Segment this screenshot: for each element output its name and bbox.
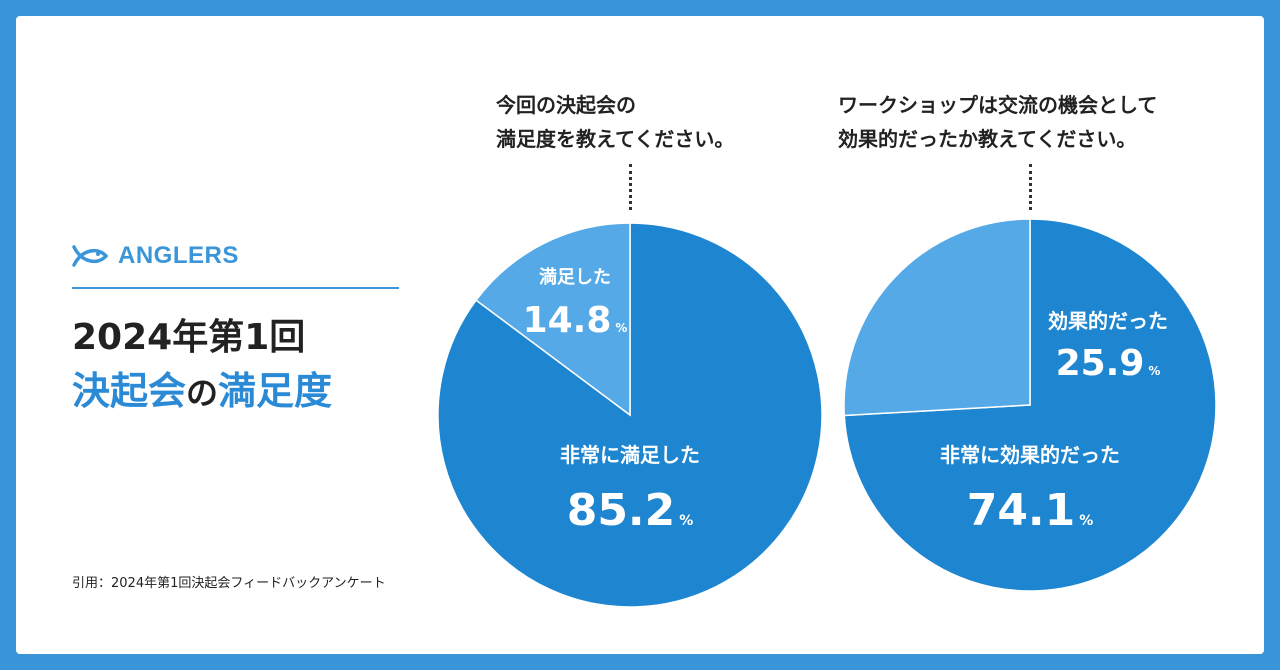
- question-2-line2: 効果的だったか教えてください。: [838, 127, 1137, 151]
- pie1-slice-2-label: 満足した: [539, 266, 611, 288]
- question-2-leader-dots: [1029, 164, 1032, 210]
- title-word-1: 決起会: [72, 369, 187, 413]
- brand-divider: [72, 287, 399, 289]
- page-title-line1: 2024年第1回: [72, 317, 306, 358]
- question-1-leader-dots: [629, 164, 632, 210]
- pie1-slice-2: [475, 222, 631, 417]
- pie2-slice-2: [843, 218, 1031, 417]
- page-title-line2: 決起会の満足度: [72, 360, 332, 415]
- brand: ANGLERS: [72, 234, 402, 294]
- pie1-slice-2-value: 14.8%: [523, 300, 628, 341]
- brand-logo: ANGLERS: [72, 242, 239, 270]
- pie1-slice-1-label: 非常に満足した: [560, 443, 700, 467]
- pie2-slice-2-value: 25.9%: [1056, 343, 1161, 384]
- source-citation: 引用：2024年第1回決起会フィードバックアンケート: [72, 576, 386, 591]
- title-particle: の: [186, 374, 219, 412]
- pie2-slice-1-value: 74.1%: [967, 485, 1094, 536]
- pie2-slice-1-label: 非常に効果的だった: [940, 443, 1120, 467]
- fish-logo-icon: [72, 245, 110, 267]
- question-2: ワークショップは交流の機会として 効果的だったか教えてください。: [838, 88, 1157, 156]
- title-word-2: 満足度: [218, 369, 333, 413]
- pie1-slice-1-value: 85.2%: [567, 485, 694, 536]
- question-1-line2: 満足度を教えてください。: [496, 127, 735, 151]
- brand-name: ANGLERS: [118, 242, 239, 269]
- pie2-slice-2-label: 効果的だった: [1048, 309, 1168, 333]
- question-1: 今回の決起会の 満足度を教えてください。: [496, 88, 734, 156]
- question-1-line1: 今回の決起会の: [496, 93, 636, 117]
- question-2-line1: ワークショップは交流の機会として: [838, 93, 1158, 117]
